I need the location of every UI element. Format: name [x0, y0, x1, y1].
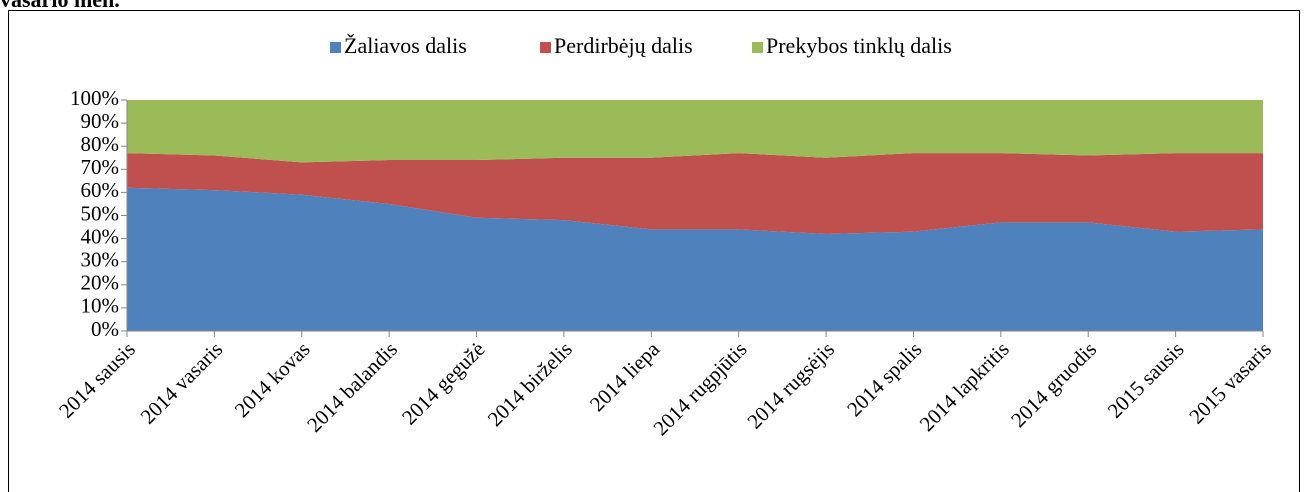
area [127, 153, 1263, 234]
y-tick-label: 100% [70, 86, 119, 110]
y-tick-label: 50% [81, 201, 120, 225]
x-tick-label: 2015 vasaris [1184, 337, 1276, 429]
legend-label: Perdirbėjų dalis [554, 33, 693, 58]
legend-swatch [330, 42, 341, 53]
x-tick-label: 2014 sausis [54, 337, 140, 423]
y-tick-label: 60% [81, 178, 120, 202]
x-tick-label: 2014 gruodis [1006, 337, 1101, 432]
x-tick-label: 2014 rugsėjis [742, 337, 839, 434]
legend-swatch [540, 42, 551, 53]
y-tick-label: 20% [81, 271, 120, 295]
x-tick-label: 2014 spalis [842, 337, 926, 421]
y-tick-label: 40% [81, 224, 120, 248]
legend-label: Prekybos tinklų dalis [766, 33, 952, 58]
x-tick-label: 2014 rugpjūtis [648, 337, 751, 440]
x-tick-label: 2014 lapkritis [915, 337, 1014, 436]
y-tick-label: 0% [91, 317, 119, 341]
x-tick-label: 2014 gegužė [397, 337, 489, 429]
y-tick-label: 30% [81, 248, 120, 272]
x-tick-label: 2015 sausis [1103, 337, 1189, 423]
x-tick-label: 2014 vasaris [136, 337, 228, 429]
area [127, 187, 1263, 331]
y-tick-label: 90% [81, 109, 120, 133]
x-tick-label: 2014 balandis [302, 337, 402, 437]
x-tick-label: 2014 kovas [230, 337, 315, 422]
legend-label: Žaliavos dalis [344, 33, 467, 58]
area [127, 100, 1263, 163]
chart-title: vasario mėn. [0, 0, 120, 12]
legend-swatch [752, 42, 763, 53]
y-tick-label: 10% [81, 294, 120, 318]
y-tick-label: 80% [81, 132, 120, 156]
y-tick-label: 70% [81, 155, 120, 179]
x-tick-label: 2014 birželis [483, 337, 577, 431]
chart-frame [8, 10, 1300, 492]
x-tick-label: 2014 liepa [585, 336, 665, 416]
